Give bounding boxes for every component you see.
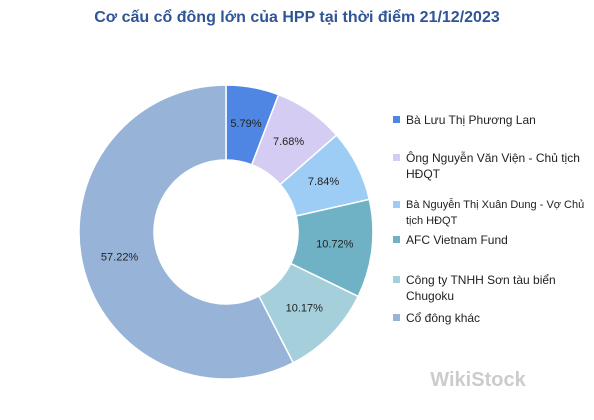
donut-slice xyxy=(78,84,295,380)
legend-entry: Cổ đông khác xyxy=(393,310,588,326)
data-label: 10.17% xyxy=(286,303,324,315)
chart-title: Cơ cấu cổ đông lớn của HPP tại thời điểm… xyxy=(94,8,500,26)
data-label: 7.68% xyxy=(273,136,304,148)
legend-label: Công ty TNHH Sơn tàu biển Chugoku xyxy=(406,273,556,303)
legend-swatch xyxy=(393,314,400,321)
legend-entry: AFC Vietnam Fund xyxy=(393,232,588,248)
legend-swatch xyxy=(393,116,400,123)
legend-label: Bà Nguyễn Thị Xuân Dung - Vợ Chủ tịch HĐ… xyxy=(406,199,585,227)
legend-entry: Ông Nguyễn Văn Viện - Chủ tịch HĐQT xyxy=(393,150,588,182)
legend-label: Ông Nguyễn Văn Viện - Chủ tịch HĐQT xyxy=(406,151,580,181)
legend-entry: Công ty TNHH Sơn tàu biển Chugoku xyxy=(393,272,588,304)
legend-entry: Bà Nguyễn Thị Xuân Dung - Vợ Chủ tịch HĐ… xyxy=(393,197,588,229)
legend-swatch xyxy=(393,201,400,208)
legend-swatch xyxy=(393,276,400,283)
data-label: 10.72% xyxy=(316,238,354,250)
legend-swatch xyxy=(393,236,400,243)
data-label: 57.22% xyxy=(101,252,139,264)
legend-label: Bà Lưu Thị Phương Lan xyxy=(406,113,536,127)
legend-label: AFC Vietnam Fund xyxy=(406,233,508,247)
legend-label: Cổ đông khác xyxy=(406,311,481,325)
legend-entry: Bà Lưu Thị Phương Lan xyxy=(393,112,588,128)
data-label: 5.79% xyxy=(230,118,261,130)
watermark: WikiStock xyxy=(430,369,526,391)
data-label: 7.84% xyxy=(308,176,339,188)
legend-swatch xyxy=(393,154,400,161)
